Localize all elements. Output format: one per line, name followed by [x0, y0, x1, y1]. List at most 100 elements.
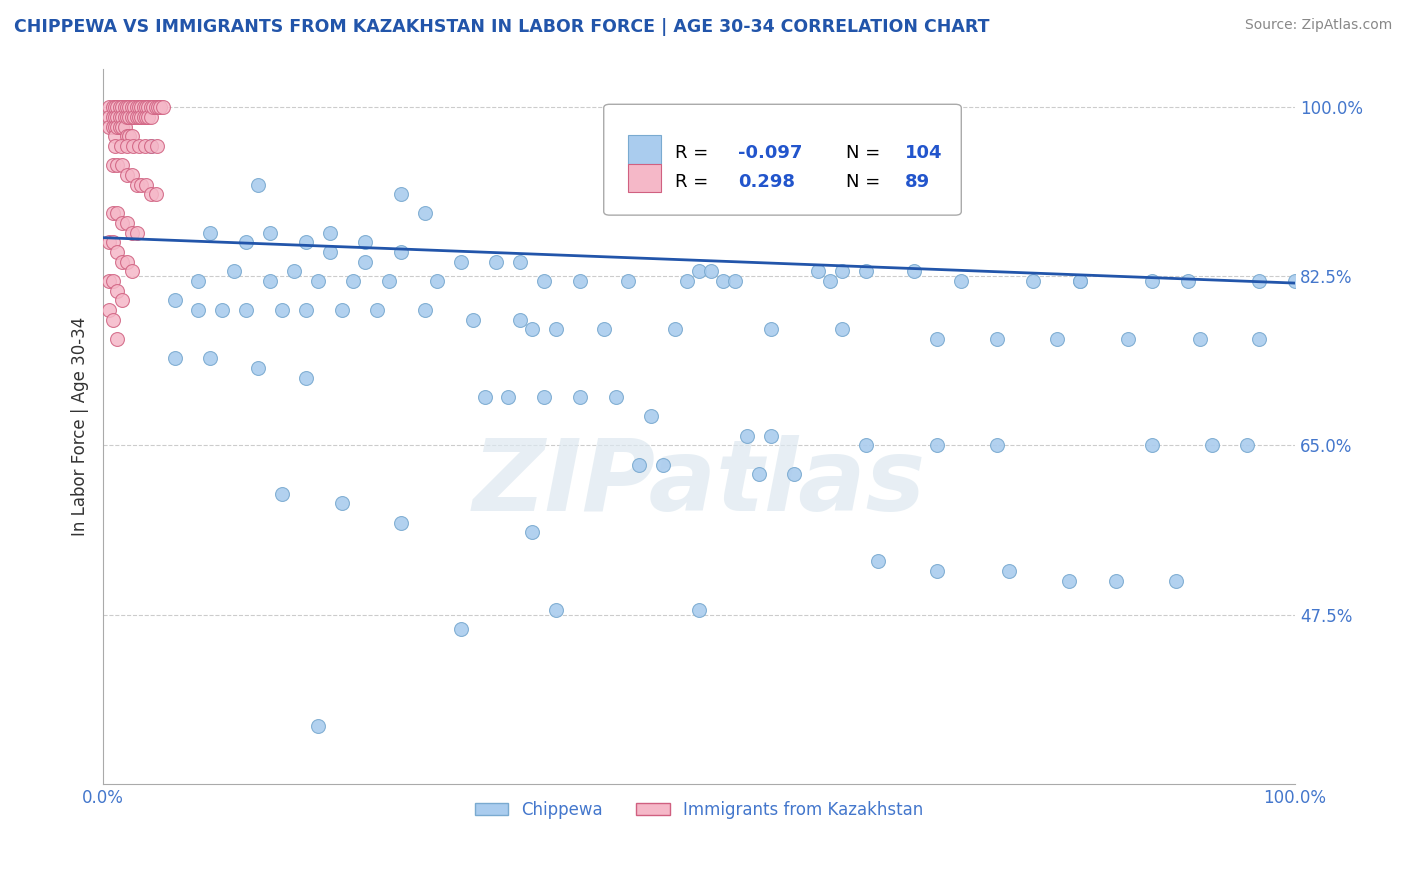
Point: [592, 322, 614, 336]
Point: [118, 129, 141, 144]
Point: [101, 274, 124, 288]
Point: [98, 303, 121, 318]
Point: [616, 274, 638, 288]
Point: [1069, 274, 1091, 288]
Y-axis label: In Labor Force | Age 30-34: In Labor Force | Age 30-34: [72, 317, 89, 536]
Point: [111, 293, 134, 308]
Point: [139, 110, 162, 124]
Point: [122, 138, 145, 153]
Point: [122, 100, 145, 114]
Point: [1116, 332, 1139, 346]
Point: [98, 100, 121, 114]
Point: [676, 274, 699, 288]
FancyBboxPatch shape: [627, 164, 661, 193]
Point: [121, 100, 143, 114]
Text: ZIPatlas: ZIPatlas: [472, 434, 925, 532]
Point: [135, 100, 157, 114]
Point: [104, 129, 127, 144]
Point: [605, 390, 627, 404]
Point: [247, 178, 270, 192]
Point: [354, 235, 377, 250]
Point: [283, 264, 305, 278]
Point: [129, 178, 152, 192]
Point: [111, 255, 134, 269]
Point: [330, 303, 353, 318]
Point: [115, 138, 138, 153]
Point: [307, 719, 329, 733]
Point: [485, 255, 508, 269]
Point: [1249, 332, 1271, 346]
Point: [107, 245, 129, 260]
Point: [389, 187, 412, 202]
Point: [1164, 574, 1187, 588]
Point: [152, 100, 174, 114]
Point: [139, 187, 162, 202]
Point: [950, 274, 973, 288]
Point: [101, 158, 124, 172]
Point: [688, 603, 710, 617]
Point: [125, 178, 148, 192]
Point: [115, 129, 138, 144]
Point: [544, 322, 567, 336]
Point: [998, 564, 1021, 578]
Point: [426, 274, 449, 288]
Point: [142, 100, 165, 114]
Point: [927, 438, 949, 452]
Point: [389, 245, 412, 260]
Point: [724, 274, 747, 288]
Point: [235, 303, 257, 318]
Point: [1284, 274, 1306, 288]
Point: [111, 100, 134, 114]
Point: [118, 110, 141, 124]
Point: [330, 496, 353, 510]
FancyBboxPatch shape: [603, 104, 962, 215]
Point: [145, 187, 167, 202]
Point: [111, 110, 134, 124]
Point: [986, 438, 1008, 452]
Point: [1069, 274, 1091, 288]
Text: N =: N =: [845, 145, 880, 162]
Point: [1249, 274, 1271, 288]
Text: CHIPPEWA VS IMMIGRANTS FROM KAZAKHSTAN IN LABOR FORCE | AGE 30-34 CORRELATION CH: CHIPPEWA VS IMMIGRANTS FROM KAZAKHSTAN I…: [14, 18, 990, 36]
Point: [533, 274, 555, 288]
Point: [134, 138, 156, 153]
Point: [927, 332, 949, 346]
Point: [125, 110, 148, 124]
Point: [640, 409, 662, 424]
Point: [711, 274, 734, 288]
Point: [101, 100, 124, 114]
Point: [107, 332, 129, 346]
Point: [271, 487, 294, 501]
Point: [108, 100, 131, 114]
Point: [783, 467, 806, 482]
Point: [294, 371, 316, 385]
Point: [200, 226, 222, 240]
Point: [139, 138, 162, 153]
Point: [104, 120, 127, 134]
Point: [121, 110, 143, 124]
Point: [146, 100, 169, 114]
Point: [224, 264, 246, 278]
Point: [1177, 274, 1199, 288]
Point: [104, 110, 127, 124]
Point: [307, 274, 329, 288]
Point: [866, 554, 889, 568]
Point: [509, 255, 531, 269]
Point: [1140, 274, 1163, 288]
Point: [139, 100, 162, 114]
Point: [118, 100, 141, 114]
Point: [831, 322, 853, 336]
Point: [461, 313, 484, 327]
Point: [128, 110, 150, 124]
Point: [101, 120, 124, 134]
Point: [135, 178, 157, 192]
Point: [1105, 574, 1128, 588]
Legend: Chippewa, Immigrants from Kazakhstan: Chippewa, Immigrants from Kazakhstan: [468, 794, 929, 825]
Point: [125, 226, 148, 240]
Point: [129, 110, 152, 124]
Point: [187, 303, 209, 318]
Point: [128, 100, 150, 114]
Point: [378, 274, 401, 288]
Point: [450, 255, 472, 269]
Point: [200, 351, 222, 366]
